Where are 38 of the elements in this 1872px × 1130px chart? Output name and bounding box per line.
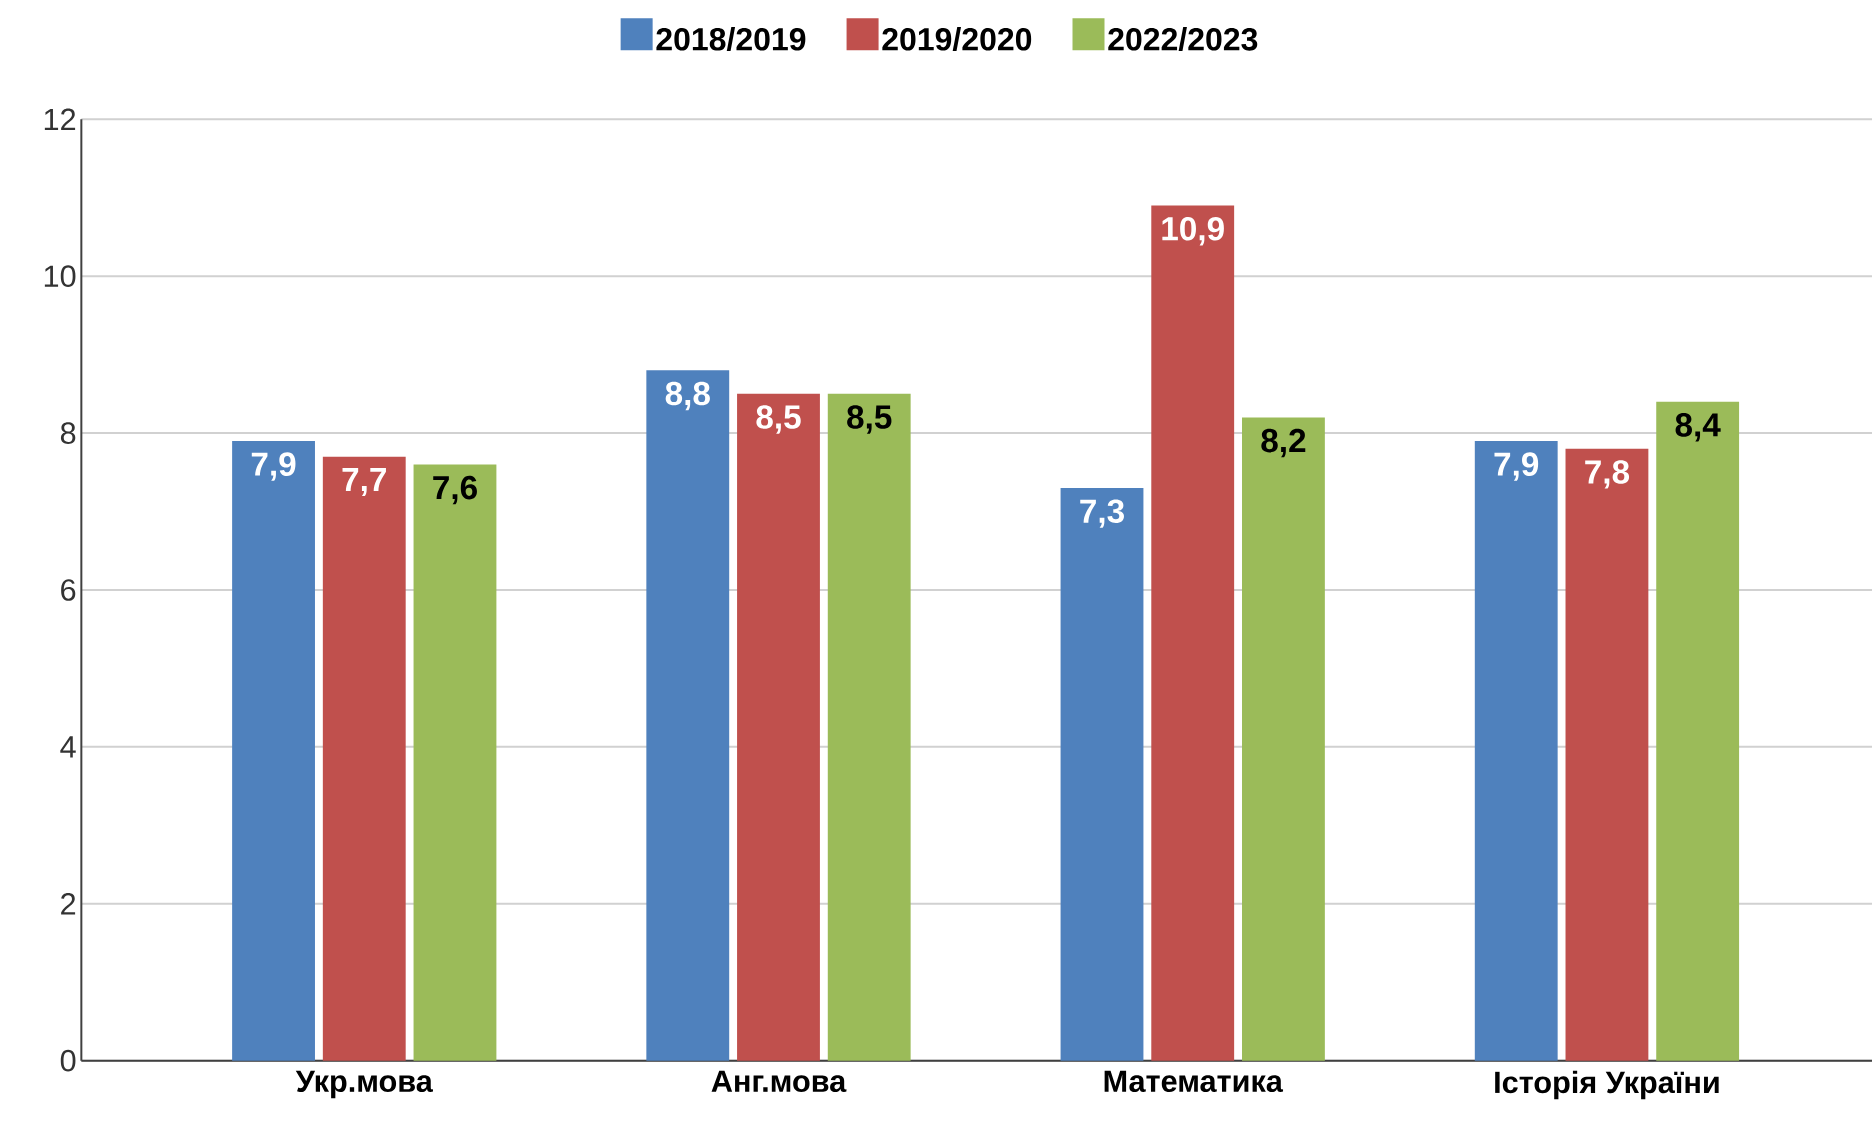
data-label: 8,4 bbox=[1675, 413, 1721, 442]
bar bbox=[1656, 401, 1740, 1061]
y-tick-label: 6 bbox=[61, 579, 76, 601]
data-label: 7,3 bbox=[1080, 499, 1124, 528]
legend-label: 2019/2020 bbox=[882, 27, 1032, 51]
x-tick-label: Математика bbox=[1104, 1070, 1284, 1093]
data-label: 8,8 bbox=[665, 381, 710, 411]
y-tick-label: 0 bbox=[60, 1049, 76, 1072]
bar bbox=[1474, 440, 1558, 1061]
bar bbox=[737, 393, 820, 1061]
bar bbox=[322, 456, 406, 1061]
data-label: 8,5 bbox=[847, 405, 892, 434]
data-label: 7,9 bbox=[1494, 452, 1539, 481]
bar bbox=[646, 370, 730, 1061]
bar bbox=[1565, 448, 1649, 1061]
data-label: 8,5 bbox=[756, 405, 801, 434]
data-label: 7,6 bbox=[433, 475, 477, 505]
data-label: 8,2 bbox=[1261, 428, 1306, 458]
x-tick-label: Укр.мова bbox=[295, 1070, 433, 1099]
data-label: 7,7 bbox=[342, 468, 386, 497]
data-label: 10,9 bbox=[1162, 216, 1224, 246]
bar bbox=[1151, 205, 1235, 1061]
x-tick-label: Анг.мова bbox=[711, 1070, 847, 1093]
x-tick-label: Історія України bbox=[1495, 1070, 1719, 1100]
bar bbox=[827, 393, 911, 1061]
bar bbox=[413, 464, 497, 1061]
data-label: 7,8 bbox=[1585, 460, 1630, 489]
legend-label: 2022/2023 bbox=[1108, 27, 1258, 51]
bar bbox=[1060, 488, 1144, 1061]
bar bbox=[1242, 417, 1325, 1061]
y-tick-label: 12 bbox=[44, 108, 76, 131]
bar bbox=[232, 440, 315, 1061]
y-tick-label: 8 bbox=[60, 422, 76, 444]
y-tick-label: 2 bbox=[61, 893, 76, 915]
legend-label: 2018/2019 bbox=[656, 27, 806, 51]
data-label: 7,9 bbox=[251, 452, 296, 481]
y-tick-label: 10 bbox=[44, 265, 76, 288]
y-tick-label: 4 bbox=[60, 736, 76, 758]
